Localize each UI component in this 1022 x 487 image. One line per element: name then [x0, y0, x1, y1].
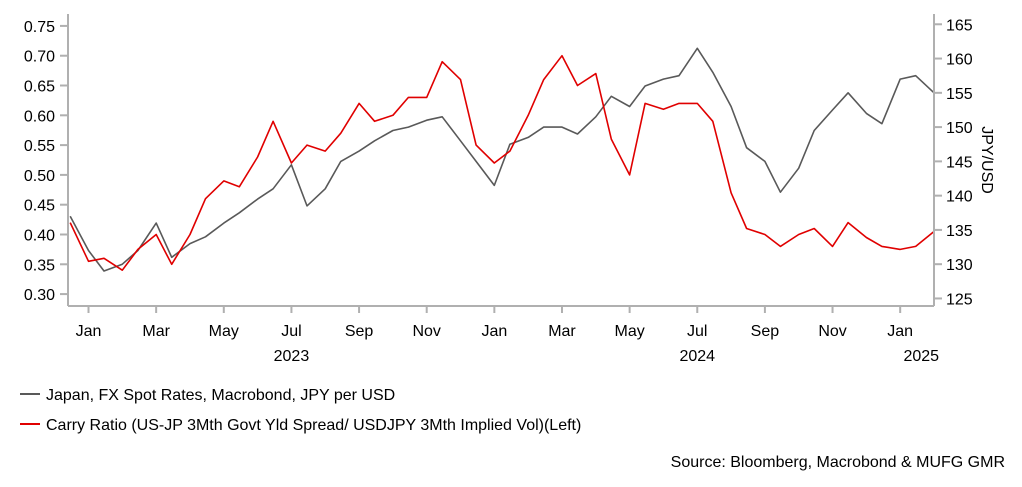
- year-label: 2025: [903, 348, 939, 365]
- axis-layer: 0.30 0.35 0.40 0.45 0.50 0.55 0.60 0.65 0.70 0.75…: [24, 17, 973, 365]
- left-tick-label: 0.55: [24, 138, 55, 155]
- right-tick-label: 125: [946, 291, 973, 308]
- x-tick-label: May: [615, 323, 645, 340]
- x-tick-label: Sep: [345, 323, 374, 340]
- year-label: 2024: [679, 348, 715, 365]
- left-tick-label: 0.60: [24, 108, 55, 125]
- carry-ratio-series-line: [69, 54, 935, 272]
- right-tick-label: 150: [946, 120, 973, 137]
- series-layer: [69, 47, 935, 272]
- right-tick-label: 135: [946, 223, 973, 240]
- x-tick-label: Jan: [76, 323, 102, 340]
- legend: Japan, FX Spot Rates, Macrobond, JPY per…: [20, 387, 581, 434]
- jpy-usd-series-line: [69, 47, 935, 272]
- x-tick-label: Mar: [142, 323, 170, 340]
- x-tick-label: Nov: [412, 323, 440, 340]
- x-tick-label: Nov: [818, 323, 846, 340]
- left-tick-label: 0.30: [24, 287, 55, 304]
- source-note: Source: Bloomberg, Macrobond & MUFG GMR: [671, 454, 1005, 471]
- x-tick-label: Jul: [281, 323, 301, 340]
- x-tick-label: Jan: [887, 323, 913, 340]
- left-tick-label: 0.70: [24, 49, 55, 66]
- left-tick-label: 0.45: [24, 198, 55, 215]
- x-tick-label: Jan: [481, 323, 507, 340]
- x-tick-label: Sep: [751, 323, 780, 340]
- right-tick-label: 130: [946, 257, 973, 274]
- right-axis-label: JPY/USD: [978, 126, 995, 194]
- right-tick-label: 155: [946, 86, 973, 103]
- right-tick-label: 160: [946, 52, 973, 69]
- left-tick-label: 0.75: [24, 19, 55, 36]
- x-tick-label: Jul: [687, 323, 707, 340]
- x-tick-label: May: [209, 323, 239, 340]
- right-tick-label: 140: [946, 189, 973, 206]
- year-label: 2023: [274, 348, 310, 365]
- left-tick-label: 0.40: [24, 227, 55, 244]
- x-tick-label: Mar: [548, 323, 576, 340]
- legend-label-carry: Carry Ratio (US-JP 3Mth Govt Yld Spread/…: [46, 417, 581, 434]
- right-tick-label: 165: [946, 17, 973, 34]
- left-tick-label: 0.35: [24, 257, 55, 274]
- left-tick-label: 0.65: [24, 79, 55, 96]
- right-tick-label: 145: [946, 154, 973, 171]
- legend-label-jpy: Japan, FX Spot Rates, Macrobond, JPY per…: [46, 387, 395, 404]
- left-tick-label: 0.50: [24, 168, 55, 185]
